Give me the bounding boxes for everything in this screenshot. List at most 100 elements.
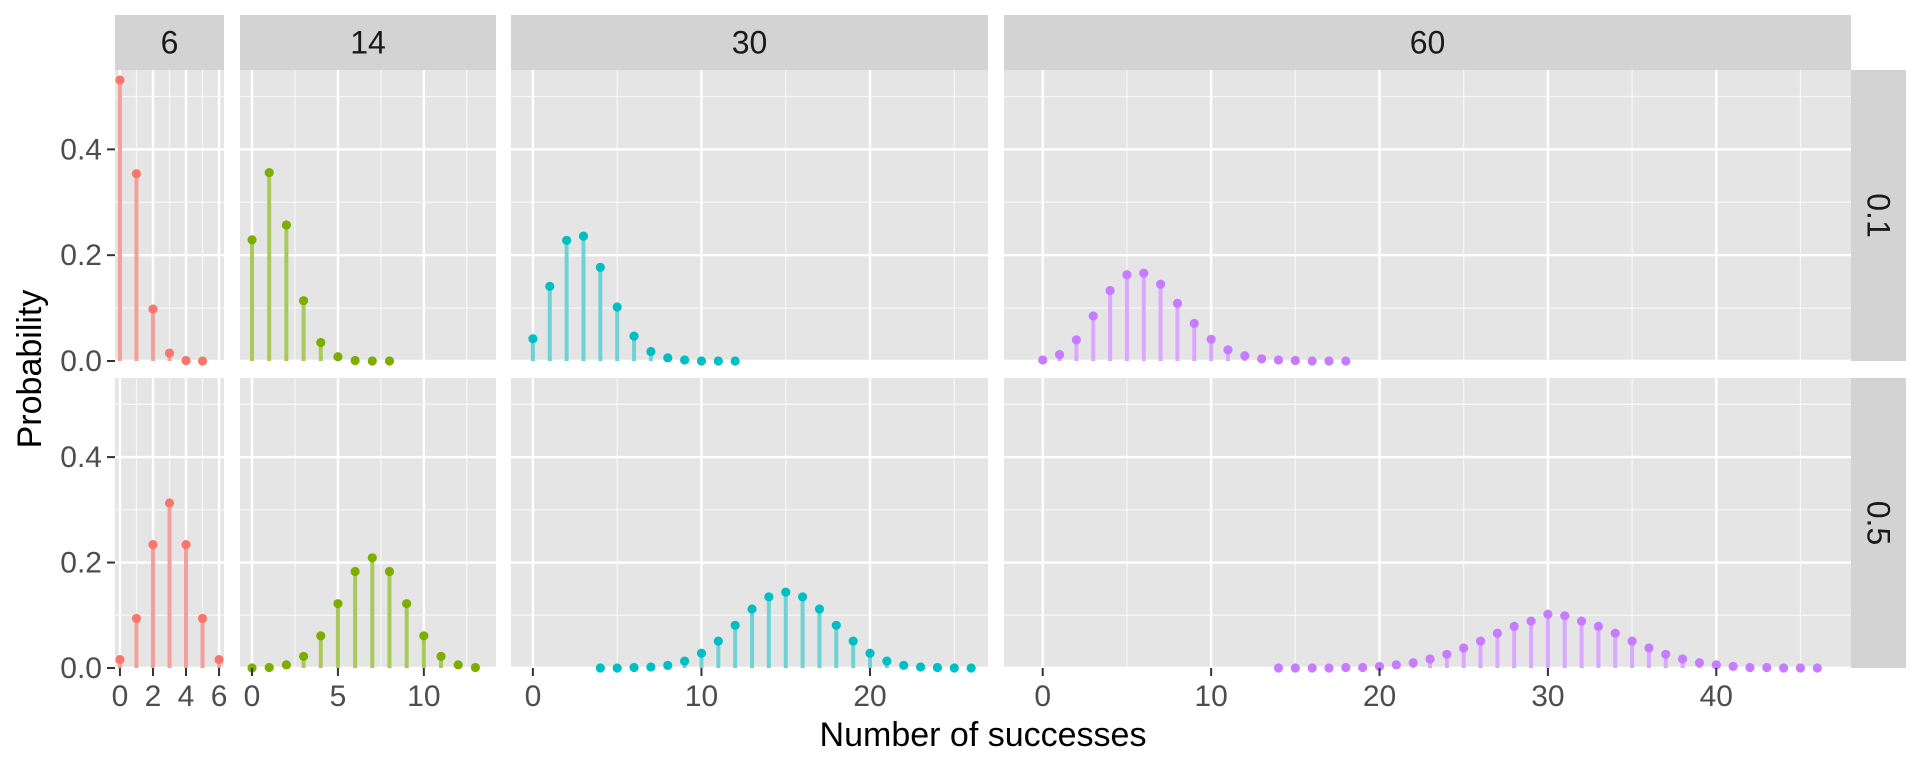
data-point — [1139, 268, 1149, 278]
data-point — [1223, 345, 1233, 355]
y-tick-label: 0.2 — [60, 547, 102, 580]
data-point — [264, 662, 274, 673]
series-60-0.1 — [1038, 268, 1351, 366]
data-point — [595, 262, 605, 272]
x-tick-label: 10 — [1194, 680, 1227, 713]
data-point — [1324, 663, 1334, 673]
data-point — [865, 648, 875, 658]
data-point — [663, 353, 673, 363]
data-point — [1779, 663, 1789, 673]
data-point — [115, 75, 125, 85]
data-point — [436, 651, 446, 662]
data-point — [831, 620, 841, 630]
panel-30-0.1 — [511, 70, 988, 363]
x-axis-title: Number of successes — [820, 716, 1147, 754]
strip-top-30 — [511, 15, 988, 70]
x-tick-label: 0 — [112, 680, 129, 713]
data-point — [696, 356, 707, 366]
data-point — [932, 662, 943, 673]
data-point — [1610, 628, 1620, 638]
data-point — [298, 651, 309, 662]
data-point — [680, 656, 690, 666]
data-point — [1324, 356, 1334, 366]
y-tick-label: 0.0 — [60, 652, 102, 685]
data-point — [814, 604, 825, 614]
panel-background — [511, 378, 988, 668]
data-point — [528, 334, 538, 344]
data-point — [419, 631, 429, 641]
data-point — [578, 231, 589, 241]
data-point — [1257, 354, 1267, 364]
data-point — [1627, 636, 1637, 646]
data-point — [333, 599, 343, 609]
data-point — [1374, 661, 1385, 672]
data-point — [1576, 616, 1587, 626]
data-point — [730, 356, 740, 366]
data-point — [1273, 355, 1284, 365]
data-point — [316, 337, 326, 348]
data-point — [545, 281, 555, 291]
data-point — [214, 654, 224, 665]
data-point — [131, 169, 142, 179]
data-point — [1341, 356, 1351, 366]
data-point — [781, 587, 791, 597]
data-point — [696, 648, 707, 658]
data-point — [1711, 660, 1721, 670]
series-30-0.1 — [528, 231, 740, 366]
y-axis-title: Probability — [11, 290, 49, 449]
data-point — [181, 355, 191, 366]
data-point — [350, 355, 360, 366]
x-tick-label: 0 — [525, 680, 542, 713]
data-point — [281, 660, 291, 670]
data-point — [197, 356, 208, 366]
data-point — [1172, 298, 1183, 308]
data-point — [1206, 334, 1216, 344]
data-point — [1122, 270, 1132, 280]
data-point — [797, 592, 808, 602]
data-point — [148, 304, 158, 314]
panel-14-0.5 — [240, 378, 496, 670]
data-point — [730, 620, 740, 630]
panel-6-0.1 — [115, 70, 224, 363]
data-point — [1812, 663, 1822, 673]
data-point — [1290, 663, 1300, 673]
data-point — [629, 662, 639, 673]
data-point — [915, 662, 926, 672]
strip-label-right: 0.1 — [1861, 193, 1897, 237]
panel-background — [511, 70, 988, 361]
data-point — [1358, 662, 1368, 673]
y-tick-label: 0.2 — [60, 239, 102, 272]
series-14-0.1 — [247, 168, 395, 366]
data-point — [1509, 621, 1519, 631]
strip-top-14 — [240, 15, 496, 70]
x-tick-label: 5 — [330, 680, 347, 713]
data-point — [1189, 318, 1199, 329]
data-point — [1795, 663, 1806, 673]
panel-60-0.1 — [1004, 70, 1851, 363]
data-point — [899, 660, 909, 670]
data-point — [1745, 662, 1755, 673]
data-point — [333, 352, 343, 362]
strip-label-top: 30 — [732, 25, 768, 61]
x-tick-label: 20 — [853, 680, 886, 713]
data-point — [629, 331, 639, 341]
panel-30-0.5 — [511, 378, 988, 670]
data-point — [713, 356, 723, 366]
data-point — [131, 613, 142, 624]
data-point — [367, 553, 377, 563]
data-point — [966, 663, 976, 673]
data-point — [316, 631, 326, 641]
panel-14-0.1 — [240, 70, 496, 363]
data-point — [115, 654, 125, 665]
data-point — [612, 663, 622, 673]
y-tick-label: 0.4 — [60, 133, 102, 166]
data-point — [384, 356, 395, 366]
data-point — [367, 356, 377, 366]
strip-top-60 — [1004, 15, 1851, 70]
panel-background — [240, 378, 496, 668]
data-point — [713, 636, 723, 646]
data-point — [1054, 350, 1065, 360]
data-point — [350, 566, 360, 577]
